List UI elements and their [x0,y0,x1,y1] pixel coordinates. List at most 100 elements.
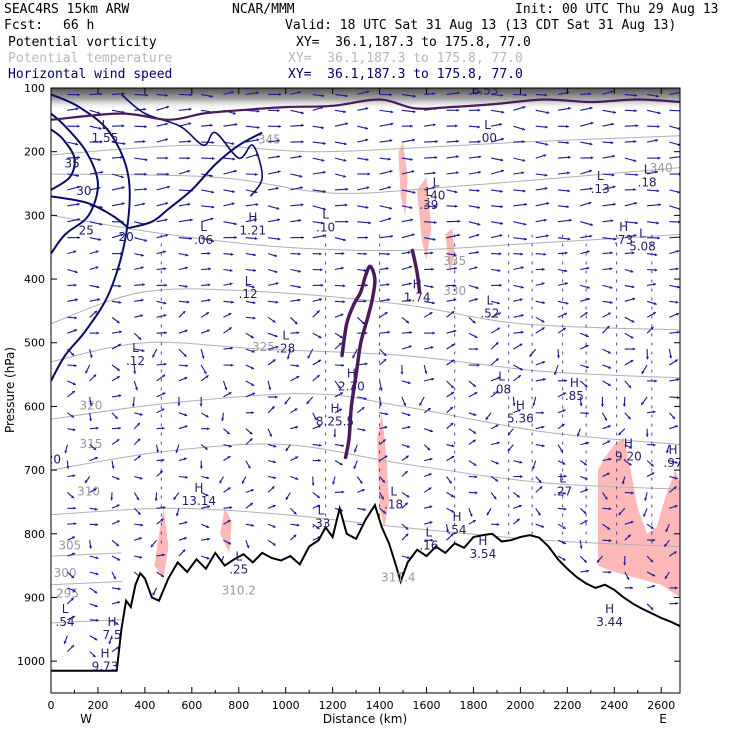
wind-vector [446,329,457,334]
wind-vector [669,586,678,590]
wind-vector [513,221,527,226]
wind-vector [641,364,648,375]
wind-vector [245,364,255,370]
wind-vector [357,107,369,111]
wind-vector [646,584,656,589]
wind-vector [490,476,499,482]
wind-vector [267,428,273,437]
wind-vector [401,251,411,255]
wind-vector [290,523,300,527]
hl-letter: L [498,370,505,384]
wind-vector [223,300,234,304]
wind-vector [401,455,410,462]
wind-vector [200,491,209,497]
wind-vector [133,364,137,375]
wind-vector [557,218,572,223]
wind-vector [379,311,388,318]
wind-vector [424,186,436,191]
wind-vector [401,345,412,350]
wind-vector [557,282,569,286]
y-tick-label-2: 300 [24,209,45,222]
wind-vector [334,300,346,304]
wind-vector [178,475,188,479]
wind-vector [379,380,383,391]
wind-vector [357,299,367,303]
wind-vector [400,364,404,375]
wind-vector [424,220,437,224]
wind-vector [268,92,282,96]
wind-speed-contour-1 [51,112,99,255]
wind-vector [580,284,590,289]
wind-vector [85,364,91,374]
wind-vector [663,539,670,548]
wind-vector [490,137,505,143]
wind-vector [535,378,546,382]
wind-vector [267,380,272,391]
wind-vector [89,157,101,162]
wind-vector [602,570,612,574]
wind-vector [134,237,148,242]
x-tick-label-9: 1800 [459,699,487,712]
wind-vector [290,268,301,273]
wind-vector [334,187,349,191]
wind-vector [423,407,432,414]
wind-vector [580,92,592,96]
wind-vector [267,316,276,323]
wind-vector [223,519,231,525]
hl-annotation-27: L.16 [419,526,438,553]
wind-vector [201,537,210,541]
wind-vector [290,331,300,335]
wind-vector [290,475,299,480]
wind-vector [446,204,458,208]
wind-vector [290,252,301,256]
wind-vector [446,391,455,398]
wind-vector [557,300,569,305]
wind-vector [490,424,499,430]
wind-vector [602,457,612,462]
wind-vector [401,205,413,209]
wind-vector [379,438,387,446]
pink-region-1 [417,177,432,260]
wind-vector [379,476,386,484]
wind-vector [89,266,99,271]
wind-vector [535,523,545,528]
wind-vector [156,458,165,462]
wind-vector [64,444,68,454]
wind-vector [491,205,503,209]
wind-vector [647,410,656,414]
hl-annotation-16: L.08 [492,370,511,397]
theta-contour-label-7: 310 [77,485,100,499]
wind-vector [624,234,637,239]
wind-vector [535,425,545,430]
wind-vector [223,189,235,193]
wind-vector [468,266,478,271]
wind-vector [312,205,327,211]
wind-vector [223,252,234,256]
theta-contour-label-10: 295 [56,586,79,600]
wind-vector [624,268,634,273]
hl-annotation-34: L1.55 [92,118,119,145]
wind-vector [580,201,592,207]
field-wind-name: Horizontal wind speed [8,67,173,82]
wind-vector [532,460,537,470]
wind-vector [156,218,168,223]
wind-vector [334,157,347,162]
hl-letter: L [200,220,207,234]
wind-vector [134,202,146,207]
wind-vector [468,221,481,226]
hl-annotation-5: H.73 [614,220,633,247]
wind-vector [111,330,122,334]
wind-vector [490,460,499,465]
model-name: SEAC4RS 15km ARW [4,2,130,17]
wind-vector [401,282,412,286]
wind-vector [624,586,633,590]
theta-contour-label-9: 300 [54,566,77,580]
wind-vector [67,141,79,146]
wind-vector [267,359,276,366]
wind-vector [267,205,280,210]
wind-vector [178,202,191,207]
hl-annotation-30: L.54 [56,602,75,629]
wind-vector [513,475,523,479]
wind-vector [89,635,98,641]
